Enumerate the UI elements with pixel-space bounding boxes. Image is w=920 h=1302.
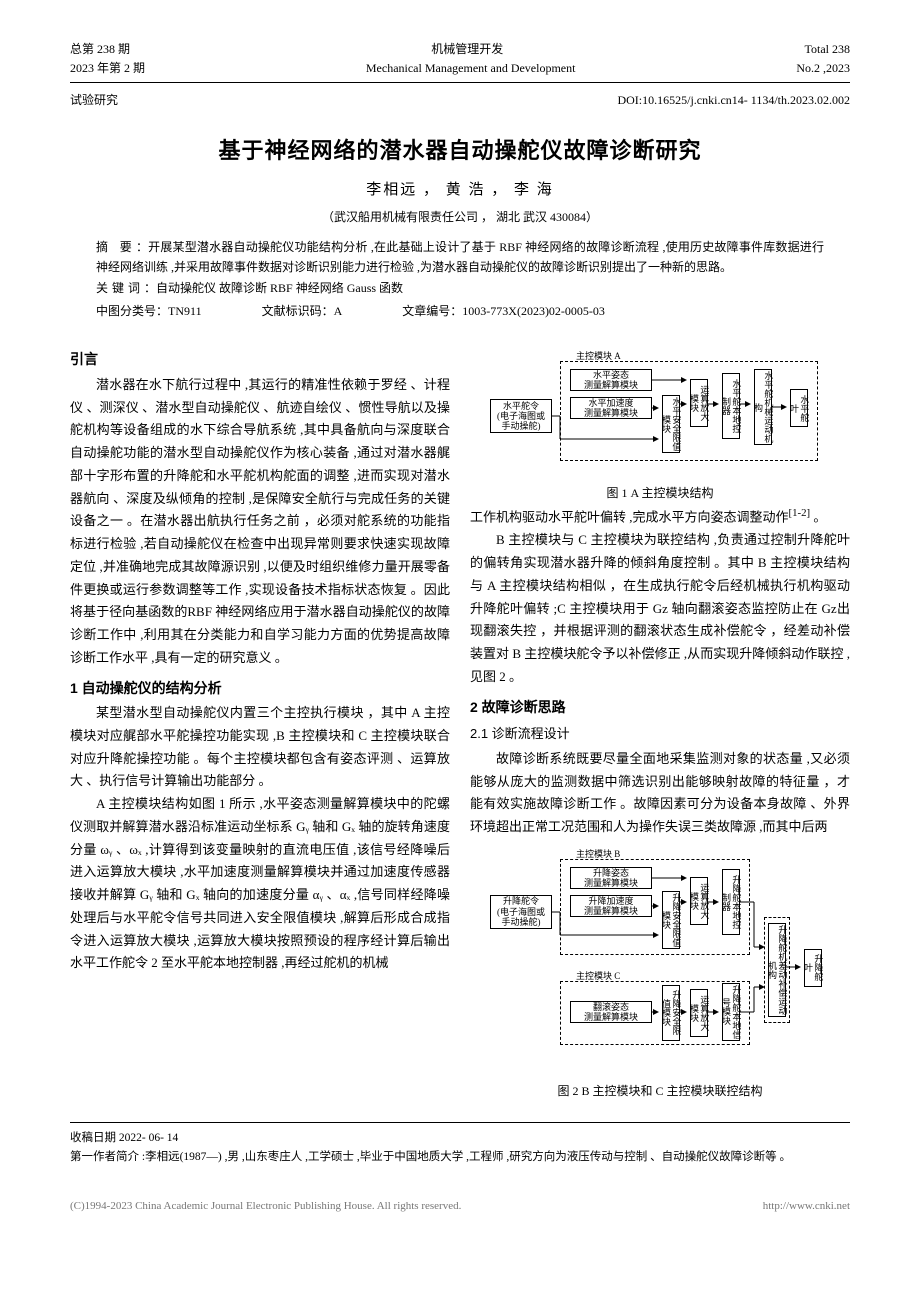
- figure-1: 主控模块 A 水平舵令 (电子海图或 手动操舵) 水平姿态 测量解算模块 水平加…: [490, 349, 830, 479]
- body-columns: 引言 潜水器在水下航行过程中 ,其运行的精准性依赖于罗经 、计程仪 、测深仪 、…: [70, 341, 850, 1102]
- clc-label: 中图分类号: [96, 304, 156, 318]
- year-issue: 2023 年第 2 期: [70, 59, 145, 78]
- header-row-1: 总第 238 期 机械管理开发 Total 238: [70, 40, 850, 59]
- fig1-safety: 水平安全限值模块: [662, 395, 680, 453]
- fig2-b-local: 升降舵本地控制器: [722, 869, 740, 935]
- fig1-mech: 水平舵机械运动机构: [754, 369, 772, 445]
- fig2-b-m2: 升降加速度 测量解算模块: [570, 895, 652, 917]
- fig1-m2: 水平加速度 测量解算模块: [570, 397, 652, 419]
- category-tag: 试验研究: [70, 91, 118, 110]
- fig1-amp: 运算放大模块: [690, 379, 708, 427]
- fig2-b-amp: 运算放大模块: [690, 877, 708, 925]
- keywords-label: 关键词: [96, 281, 144, 295]
- issue-total: 总第 238 期: [70, 40, 130, 59]
- paper-title: 基于神经网络的潜水器自动操舵仪故障诊断研究: [70, 133, 850, 168]
- fig2-c-safety: 升降安全限值模块: [662, 985, 680, 1041]
- journal-name-ch: 机械管理开发: [431, 40, 503, 59]
- keywords-text: ：自动操舵仪 故障诊断 RBF 神经网络 Gauss 函数: [144, 281, 403, 295]
- copyright-url: http://www.cnki.net: [763, 1198, 850, 1216]
- abstract-label: 摘 要: [96, 240, 136, 254]
- fig2-caption: 图 2 B 主控模块和 C 主控模块联控结构: [470, 1081, 850, 1102]
- meta-row: 试验研究 DOI:10.16525/j.cnki.cn14- 1134/th.2…: [70, 89, 850, 114]
- fig1-input: 水平舵令 (电子海图或 手动操舵): [490, 399, 552, 433]
- s2-heading: 2 故障诊断思路: [470, 695, 850, 720]
- classification-row: 中图分类号：TN911 文献标识码：A 文章编号：1003-773X(2023)…: [70, 298, 850, 329]
- fig2-diff: 升降舵机差动补偿运动机构: [768, 923, 786, 1017]
- footnotes: 收稿日期 2022- 06- 14 第一作者简介 :李相远(1987—) ,男 …: [70, 1122, 850, 1168]
- header-rule: [70, 82, 850, 83]
- fig2-input: 升降舵令 (电子海图或 手动操舵): [490, 895, 552, 929]
- r-p1: 工作机构驱动水平舵叶偏转 ,完成水平方向姿态调整动作[1-2] 。: [470, 504, 850, 529]
- doi: DOI:10.16525/j.cnki.cn14- 1134/th.2023.0…: [617, 91, 850, 110]
- clc: ：TN911: [156, 304, 202, 318]
- issue-en: No.2 ,2023: [796, 59, 850, 78]
- fig1-caption: 图 1 A 主控模块结构: [470, 483, 850, 504]
- fig2-c-amp: 运算放大模块: [690, 989, 708, 1037]
- fig1-local: 水平舵本地控制器: [722, 373, 740, 439]
- r-p2: B 主控模块与 C 主控模块为联控结构 ,负责通过控制升降舵叶的偏转角实现潜水器…: [470, 529, 850, 688]
- affiliation: （武汉船用机械有限责任公司 ， 湖北 武汉 430084）: [70, 208, 850, 227]
- s2-1-heading: 2.1 诊断流程设计: [470, 723, 850, 746]
- doc-code: ：A: [322, 304, 343, 318]
- fig2-c-local: 升降舵本地信号模块: [722, 983, 740, 1041]
- abstract-block: 摘 要：开展某型潜水器自动操舵仪功能结构分析 ,在此基础上设计了基于 RBF 神…: [70, 237, 850, 298]
- fig2-output: 升降舵叶: [804, 949, 822, 987]
- received-date: 收稿日期 2022- 06- 14: [70, 1129, 850, 1149]
- s1-p2: A 主控模块结构如图 1 所示 ,水平姿态测量解算模块中的陀螺仪测取并解算潜水器…: [70, 793, 450, 975]
- journal-name-en: Mechanical Management and Development: [366, 59, 576, 78]
- s2-1-p1: 故障诊断系统既要尽量全面地采集监测对象的状态量 ,又必须能够从庞大的监测数据中筛…: [470, 748, 850, 839]
- authors: 李相远 ， 黄 浩 ， 李 海: [70, 178, 850, 202]
- fig2-c-m1: 翻滚姿态 测量解算模块: [570, 1001, 652, 1023]
- left-column: 引言 潜水器在水下航行过程中 ,其运行的精准性依赖于罗经 、计程仪 、测深仪 、…: [70, 341, 450, 1102]
- fig2-b-safety: 升降安全限值模块: [662, 891, 680, 949]
- s1-heading: 1 自动操舵仪的结构分析: [70, 676, 450, 701]
- copyright-text: (C)1994-2023 China Academic Journal Elec…: [70, 1198, 461, 1216]
- fig2-b-m1: 升降姿态 测量解算模块: [570, 867, 652, 889]
- copyright-line: (C)1994-2023 China Academic Journal Elec…: [70, 1198, 850, 1216]
- doc-code-label: 文献标识码: [262, 304, 322, 318]
- cite-1-2: [1-2]: [789, 507, 811, 519]
- article-id: ：1003-773X(2023)02-0005-03: [450, 304, 605, 318]
- intro-p1: 潜水器在水下航行过程中 ,其运行的精准性依赖于罗经 、计程仪 、测深仪 、潜水型…: [70, 374, 450, 670]
- figure-2: 主控模块 B 升降舵令 (电子海图或 手动操舵) 升降姿态 测量解算模块 升降加…: [490, 847, 830, 1077]
- article-id-label: 文章编号: [402, 304, 450, 318]
- right-column: 主控模块 A 水平舵令 (电子海图或 手动操舵) 水平姿态 测量解算模块 水平加…: [470, 341, 850, 1102]
- header-row-2: 2023 年第 2 期 Mechanical Management and De…: [70, 59, 850, 78]
- s1-p1: 某型潜水型自动操舵仪内置三个主控执行模块 ，其中 A 主控模块对应艉部水平舵操控…: [70, 702, 450, 793]
- intro-heading: 引言: [70, 347, 450, 372]
- author-bio: 第一作者简介 :李相远(1987—) ,男 ,山东枣庄人 ,工学硕士 ,毕业于中…: [70, 1148, 850, 1168]
- total-en: Total 238: [805, 40, 851, 59]
- fig1-output: 水平舵叶: [790, 389, 808, 427]
- fig1-m1: 水平姿态 测量解算模块: [570, 369, 652, 391]
- abstract-text: ：开展某型潜水器自动操舵仪功能结构分析 ,在此基础上设计了基于 RBF 神经网络…: [96, 240, 824, 274]
